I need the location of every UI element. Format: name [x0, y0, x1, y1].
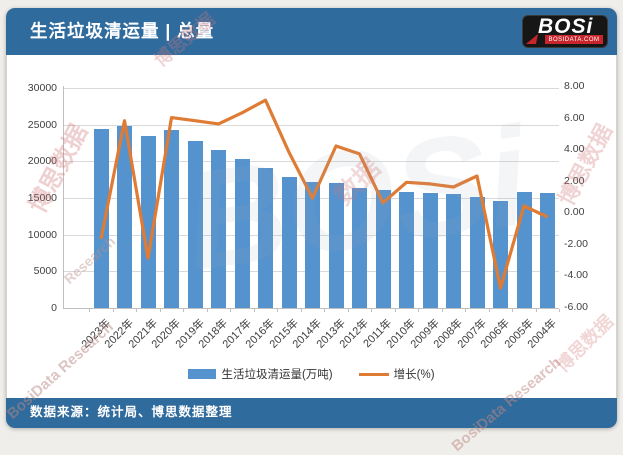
bar-2008年: [446, 194, 461, 308]
bosi-logo-text: BOSi: [538, 15, 594, 38]
y-axis-label-right: 2.00: [564, 174, 585, 187]
chart-title: 生活垃圾清运量 | 总量: [30, 21, 215, 41]
gridline: [63, 88, 559, 89]
x-axis-tick: [183, 309, 185, 312]
x-axis-tick: [418, 309, 420, 312]
gridline: [63, 161, 559, 163]
page: { "header": { "title": "生活垃圾清运量 | 总量", "…: [3, 8, 618, 455]
x-axis-tick: [371, 309, 373, 312]
x-axis-tick: [441, 309, 443, 312]
bar-2006年: [493, 200, 508, 308]
y-axis-label-right: -4.00: [564, 269, 588, 282]
legend-item: 生活垃圾清运量(万吨): [188, 366, 333, 382]
x-axis-tick: [230, 309, 232, 312]
bar-2009年: [422, 192, 438, 308]
x-axis-tick: [488, 309, 490, 312]
x-axis-line: [63, 308, 559, 309]
legend-item: 增长(%): [358, 366, 435, 382]
legend-label: 生活垃圾清运量(万吨): [221, 369, 333, 381]
bar-2020年: [164, 130, 179, 308]
bar-2013年: [328, 182, 344, 308]
y-axis-label-right: 0.00: [564, 206, 585, 219]
bar-2012年: [352, 187, 367, 308]
x-axis-tick: [347, 309, 349, 312]
bar-2016年: [258, 167, 273, 308]
x-axis-tick: [277, 309, 279, 312]
y-axis-label-right: 6.00: [564, 111, 585, 124]
x-axis-tick: [253, 309, 255, 312]
bosi-logo: BOSi BOSIDATA.COM: [522, 15, 608, 48]
x-axis-tick: [535, 309, 537, 312]
bar-2004年: [540, 192, 555, 308]
x-axis-tick: [465, 309, 467, 312]
growth-line-path: [99, 98, 549, 290]
x-axis-tick: [136, 309, 138, 312]
y-axis-label-left: 10000: [27, 228, 57, 241]
x-axis-tick: [300, 309, 302, 312]
y-axis-label-left: 20000: [27, 155, 57, 168]
y-axis-label-right: 4.00: [564, 143, 585, 156]
x-axis-tick: [206, 309, 208, 312]
bar-2015年: [281, 177, 297, 308]
bar-2014年: [305, 181, 320, 308]
growth-line: [99, 98, 549, 290]
x-axis-tick: [112, 309, 114, 312]
header-bar: 生活垃圾清运量 | 总量 BOSi BOSIDATA.COM: [6, 8, 617, 55]
bar-2021年: [140, 135, 156, 308]
bar-2018年: [211, 150, 226, 308]
legend-line-swatch: [358, 372, 389, 376]
legend: 生活垃圾清运量(万吨) 增长(%): [7, 366, 616, 382]
legend-label: 增长(%): [393, 369, 435, 381]
data-source: 数据来源：统计局、博思数据整理: [30, 405, 233, 419]
y-axis-label-right: -6.00: [564, 301, 588, 313]
plot-area: 生活垃圾清运量(万吨) 增长(%) 30000 25000 20000 15000 100…: [6, 55, 617, 398]
x-axis-tick: [394, 309, 396, 312]
x-axis-tick: [324, 309, 326, 312]
bosi-logo-triangle-icon: [525, 34, 539, 44]
x-axis-tick: [559, 309, 561, 312]
chart-panel: 生活垃圾清运量 | 总量 BOSi BOSIDATA.COM 生活垃圾清运量(万…: [6, 8, 617, 428]
bar-2019年: [187, 140, 203, 308]
y-axis-line: [63, 86, 64, 308]
y-axis-label-left: 25000: [27, 118, 57, 131]
bar-2022年: [117, 125, 132, 308]
legend-bar-swatch: [188, 369, 217, 379]
bar-2010年: [399, 192, 414, 308]
footer-bar: 数据来源：统计局、博思数据整理: [6, 398, 617, 428]
bosi-logo-subtext: BOSIDATA.COM: [548, 36, 600, 43]
bar-2007年: [469, 197, 485, 308]
bosi-logo-strip: BOSIDATA.COM: [545, 35, 603, 44]
x-axis-tick: [512, 309, 514, 312]
bar-2011年: [375, 189, 391, 308]
bar-2023年: [93, 128, 109, 308]
x-axis-tick: [89, 309, 91, 312]
y-axis-label-right: -2.00: [564, 237, 588, 250]
y-axis-label-left: 0: [51, 302, 57, 314]
y-axis-label-left: 5000: [33, 265, 57, 278]
y-axis-label-left: 30000: [27, 82, 57, 94]
bar-2017年: [234, 158, 250, 308]
gridline: [63, 124, 559, 126]
y-axis-label-right: 8.00: [564, 80, 585, 92]
x-axis-tick: [159, 309, 161, 312]
y-axis-label-left: 15000: [27, 192, 57, 204]
